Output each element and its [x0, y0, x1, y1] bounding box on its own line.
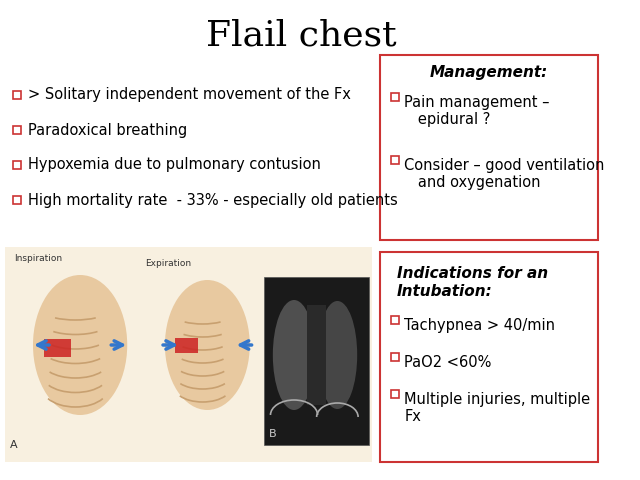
Bar	[13, 91, 20, 99]
Text: epidural ?: epidural ?	[404, 112, 491, 127]
Text: and oxygenation: and oxygenation	[404, 175, 541, 190]
Text: Intubation:: Intubation:	[397, 284, 493, 299]
Text: > Solitary independent movement of the Fx: > Solitary independent movement of the F…	[28, 87, 351, 103]
Text: Inspiration: Inspiration	[13, 254, 61, 263]
Text: Fx: Fx	[404, 409, 421, 424]
Text: Consider – good ventilation: Consider – good ventilation	[404, 158, 605, 173]
Bar	[13, 161, 20, 169]
Text: PaO2 <60%: PaO2 <60%	[404, 355, 492, 370]
Ellipse shape	[273, 300, 316, 410]
Text: Pain management –: Pain management –	[404, 95, 550, 110]
Text: Hypoxemia due to pulmonary contusion: Hypoxemia due to pulmonary contusion	[28, 157, 321, 172]
Bar	[44, 339, 70, 357]
Bar	[380, 252, 598, 462]
Bar	[175, 338, 198, 353]
Text: Multiple injuries, multiple: Multiple injuries, multiple	[404, 392, 591, 407]
Text: Expiration: Expiration	[145, 259, 191, 268]
Ellipse shape	[33, 275, 127, 415]
Bar	[13, 196, 20, 204]
Text: B: B	[269, 429, 276, 439]
Text: Paradoxical breathing: Paradoxical breathing	[28, 122, 188, 137]
Bar	[391, 156, 399, 164]
Bar	[264, 277, 369, 445]
Bar	[4, 247, 372, 462]
Bar	[380, 55, 598, 240]
Bar	[307, 305, 326, 405]
Text: A: A	[10, 440, 17, 450]
Text: Management:: Management:	[430, 65, 548, 80]
Ellipse shape	[165, 280, 250, 410]
Bar	[13, 126, 20, 134]
Text: Tachypnea > 40/min: Tachypnea > 40/min	[404, 318, 556, 333]
Bar	[391, 316, 399, 324]
Text: Indications for an: Indications for an	[397, 266, 548, 281]
Bar	[391, 390, 399, 398]
Bar	[391, 93, 399, 101]
Text: Flail chest: Flail chest	[206, 18, 397, 52]
Bar	[391, 353, 399, 361]
Ellipse shape	[317, 301, 357, 409]
Text: High mortality rate  - 33% - especially old patients: High mortality rate - 33% - especially o…	[28, 192, 398, 207]
